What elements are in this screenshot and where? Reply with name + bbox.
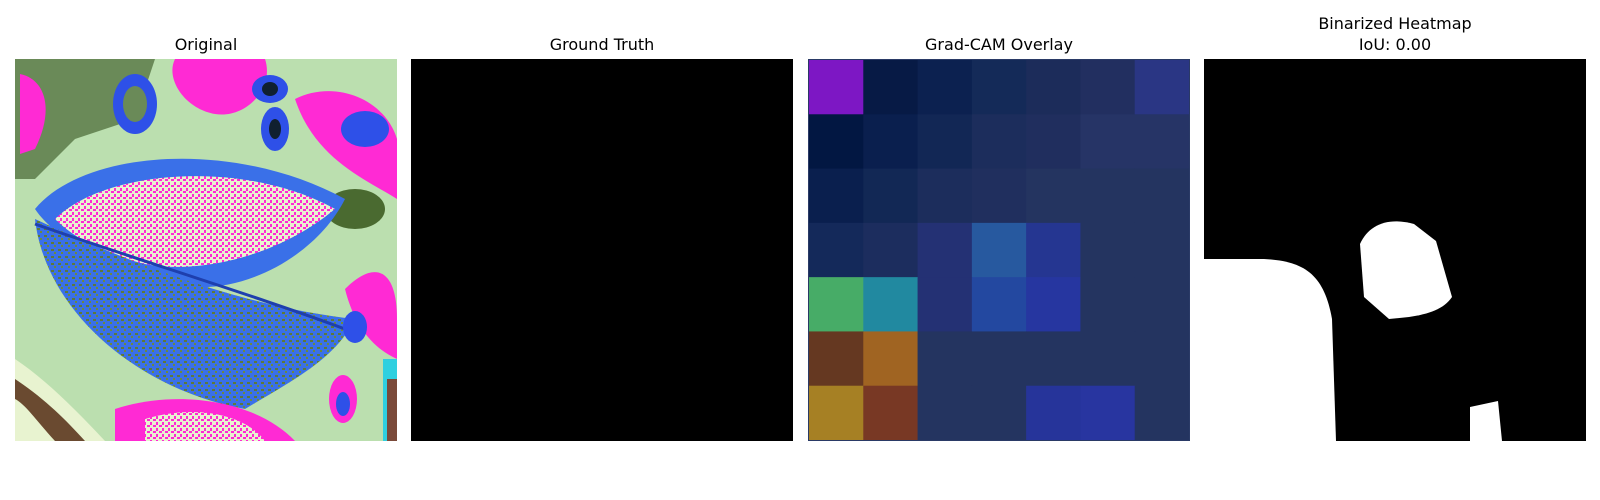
original-title: Original xyxy=(174,35,238,54)
gradcam-cell xyxy=(1080,60,1136,115)
original-image xyxy=(15,59,397,441)
gradcam-cell xyxy=(1026,168,1081,224)
gradcam-cell xyxy=(863,168,919,224)
mask-region-bottom xyxy=(1470,401,1502,441)
binarized-heatmap xyxy=(1204,59,1586,441)
gradcam-cell xyxy=(917,114,973,170)
gradcam-overlay xyxy=(808,59,1190,441)
gradcam-cell xyxy=(809,114,864,170)
gradcam-heatmap-grid xyxy=(809,60,1189,440)
gradcam-cell xyxy=(1080,168,1136,224)
gradcam-cell xyxy=(917,222,973,278)
gradcam-cell xyxy=(863,385,919,440)
gradcam-cell xyxy=(1080,114,1136,170)
gradcam-cell xyxy=(1026,222,1081,278)
gradcam-cell xyxy=(971,277,1027,332)
gradcam-cell xyxy=(917,277,973,332)
gradcam-cell xyxy=(971,331,1027,387)
gradcam-cell xyxy=(1134,168,1189,224)
gradcam-cell xyxy=(809,168,864,224)
gradcam-cell xyxy=(809,331,864,387)
gradcam-cell xyxy=(1134,222,1189,278)
gradcam-cell xyxy=(971,60,1027,115)
gradcam-cell xyxy=(863,277,919,332)
gradcam-cell xyxy=(1026,114,1081,170)
leaf-picture xyxy=(15,59,397,441)
gradcam-cell xyxy=(1080,277,1136,332)
gradcam-cell xyxy=(809,385,864,440)
ground-truth-mask xyxy=(411,59,793,441)
gradcam-cell xyxy=(917,331,973,387)
gradcam-cell xyxy=(1134,277,1189,332)
gradcam-cell xyxy=(809,60,864,115)
gradcam-cell xyxy=(1134,114,1189,170)
gradcam-cell xyxy=(1080,222,1136,278)
gradcam-cell xyxy=(809,222,864,278)
gradcam-cell xyxy=(863,331,919,387)
iou-label: IoU: 0.00 xyxy=(1358,35,1432,54)
gradcam-cell xyxy=(917,168,973,224)
gradcam-cell xyxy=(1026,277,1081,332)
gradcam-cell xyxy=(917,385,973,440)
gradcam-cell xyxy=(1026,60,1081,115)
gradcam-cell xyxy=(809,277,864,332)
gradcam-cell xyxy=(1080,331,1136,387)
gradcam-title: Grad-CAM Overlay xyxy=(925,35,1073,54)
gradcam-cell xyxy=(863,222,919,278)
gradcam-cell xyxy=(1026,331,1081,387)
gradcam-cell xyxy=(1026,385,1081,440)
gradcam-cell xyxy=(917,60,973,115)
ground-truth-title: Ground Truth xyxy=(549,35,655,54)
gradcam-cell xyxy=(863,114,919,170)
gradcam-cell xyxy=(1134,385,1189,440)
binarized-title: Binarized Heatmap xyxy=(1318,14,1472,33)
gradcam-cell xyxy=(1134,331,1189,387)
gradcam-cell xyxy=(1134,60,1189,115)
mask-region-left xyxy=(1204,259,1336,441)
gradcam-cell xyxy=(971,114,1027,170)
gradcam-cell xyxy=(863,60,919,115)
gradcam-cell xyxy=(971,222,1027,278)
gradcam-cell xyxy=(971,168,1027,224)
gradcam-cell xyxy=(971,385,1027,440)
gradcam-cell xyxy=(1080,385,1136,440)
mask-region-center xyxy=(1360,221,1452,319)
binarized-mask xyxy=(1204,59,1586,441)
